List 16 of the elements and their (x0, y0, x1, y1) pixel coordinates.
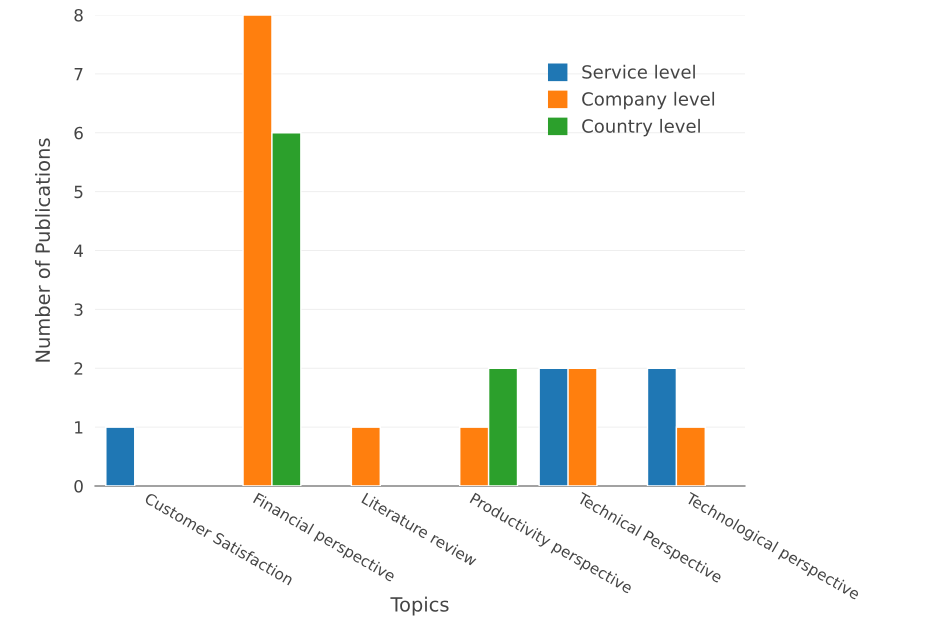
y-axis-title: Number of Publications (35, 138, 50, 362)
y-tick-label: 7 (74, 68, 82, 80)
y-tick-label: 0 (74, 480, 83, 493)
x-axis-title: Topics (390, 596, 449, 616)
y-tick-label: 4 (74, 244, 83, 257)
y-tick-label: 2 (74, 362, 82, 375)
bar (105, 426, 136, 486)
y-tick-label: 6 (74, 126, 83, 140)
legend-label: Service level (582, 64, 695, 79)
legend-label: Country level (582, 118, 700, 136)
bar (350, 426, 381, 486)
y-tick-label: 3 (74, 303, 83, 316)
y-tick-label: 1 (75, 421, 82, 434)
y-tick-label: 5 (74, 186, 82, 198)
legend-label: Company level (582, 92, 714, 110)
y-tick-label: 8 (74, 8, 83, 22)
